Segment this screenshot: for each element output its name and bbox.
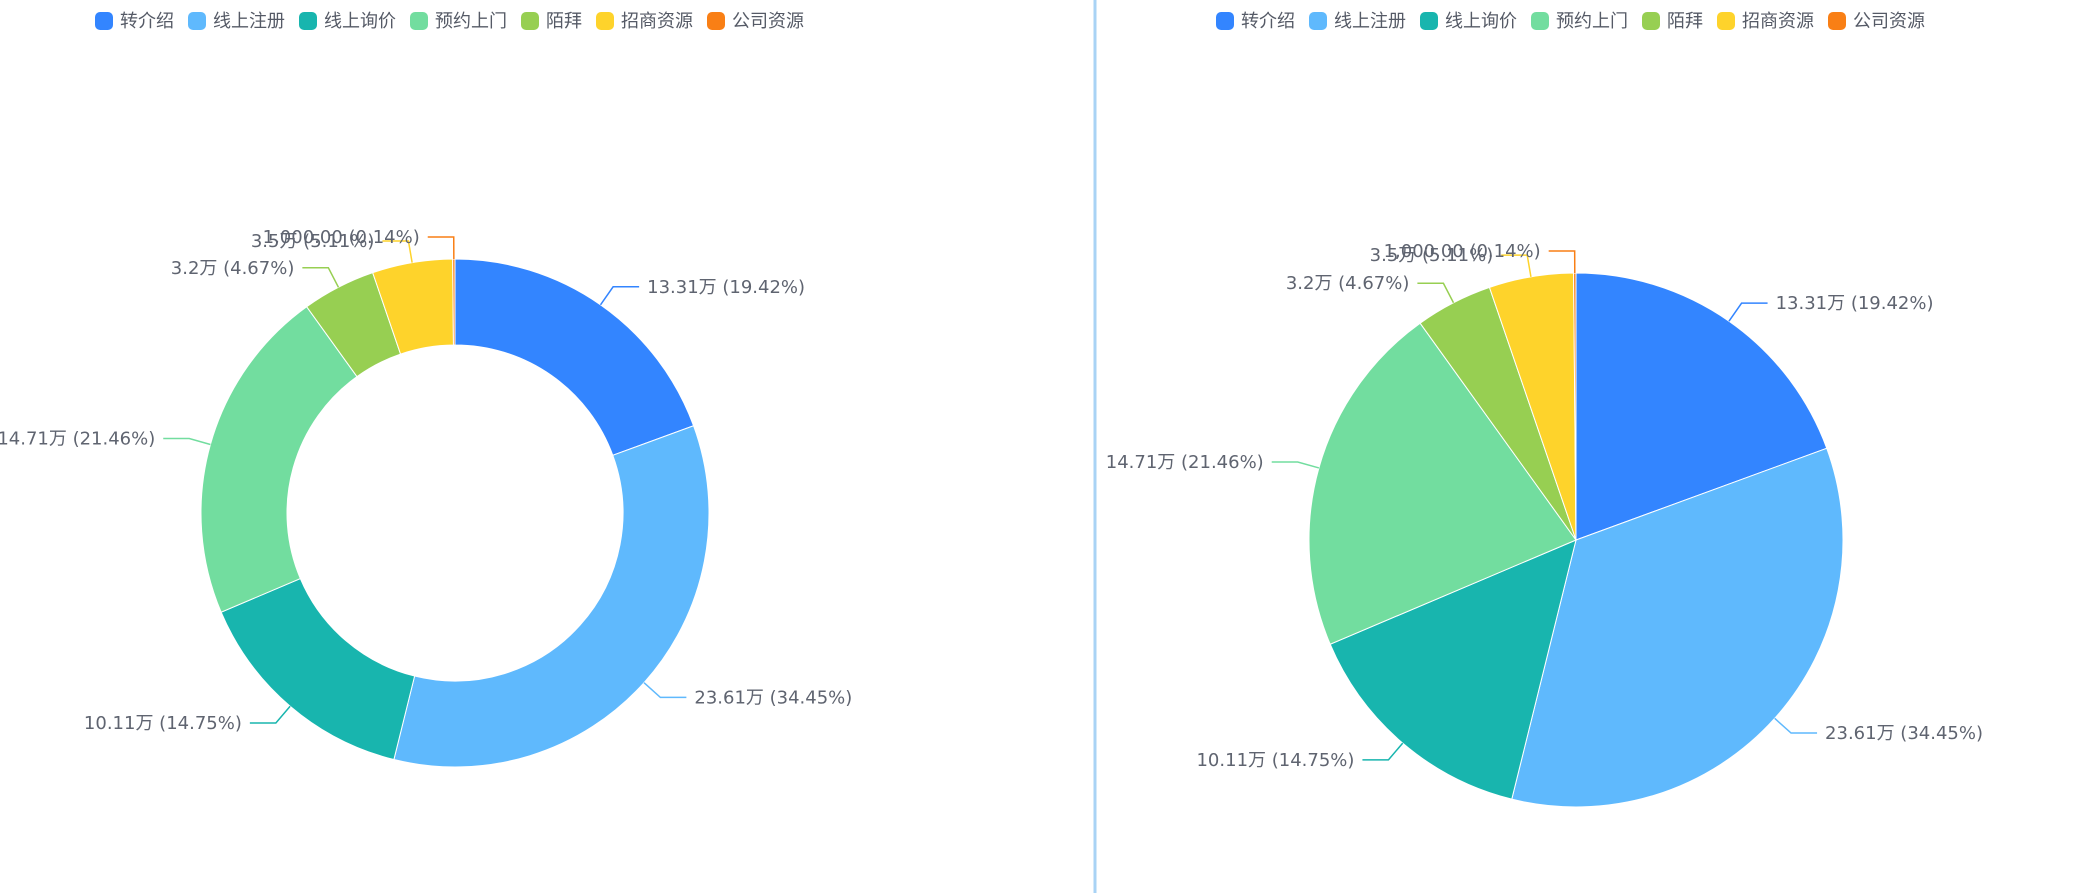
pie-slice-online-registration[interactable] [1511,447,1844,808]
pie-chart-panel: 转介绍 线上注册 线上询价 预约上门 陌拜 招商资源 公司资源 13.31万 (19.42%… [1106,11,1983,808]
slice-label-online-inquiry: 10.11万 (14.75%) [1196,750,1354,771]
pie-slice-scheduled-visit[interactable] [200,306,358,613]
slice-label-referral: 13.31万 (19.42%) [1776,293,1934,314]
legend-label: 公司资源 [1853,11,1925,32]
slice-label-online-registration: 23.61万 (34.45%) [1825,723,1983,744]
slice-labels: 13.31万 (19.42%) 23.61万 (34.45%) 10.11万 (14… [0,227,852,734]
leader-line-online-inquiry [249,705,291,724]
legend-swatch [521,12,539,30]
legend-swatch [1717,12,1735,30]
leader-line-company-resource [1548,250,1576,274]
leader-line-scheduled-visit [1271,461,1320,469]
legend-swatch [188,12,206,30]
legend: 转介绍 线上注册 线上询价 预约上门 陌拜 招商资源 公司资源 [1216,11,1925,32]
legend-swatch [1420,12,1438,30]
legend-swatch [410,12,428,30]
legend-item-cold-visit[interactable]: 陌拜 [1642,11,1703,32]
legend-label: 招商资源 [621,11,693,32]
label-leaders [163,236,687,724]
legend: 转介绍 线上注册 线上询价 预约上门 陌拜 招商资源 公司资源 [95,11,804,32]
slice-label-investment-resource: 3.5万 (5.11%) [1370,245,1494,266]
pie-slices [200,258,710,768]
pie-slices [1308,272,1844,808]
legend-item-investment-resource[interactable]: 招商资源 [1717,11,1814,32]
legend-item-scheduled-visit[interactable]: 预约上门 [1531,11,1628,32]
leader-line-online-registration [643,682,687,699]
legend-label: 线上注册 [1334,11,1406,32]
slice-labels: 13.31万 (19.42%) 23.61万 (34.45%) 10.11万 (14… [1106,241,1983,771]
legend-swatch [1216,12,1234,30]
slice-label-scheduled-visit: 14.71万 (21.46%) [0,429,155,450]
label-leaders [1271,250,1818,761]
leader-line-investment-resource [1501,254,1532,277]
leader-line-scheduled-visit [163,437,211,446]
legend-label: 转介绍 [120,11,174,32]
legend-swatch [707,12,725,30]
legend-item-cold-visit[interactable]: 陌拜 [521,11,582,32]
legend-label: 招商资源 [1742,11,1814,32]
pie-slice-online-registration[interactable] [393,425,710,768]
legend-item-investment-resource[interactable]: 招商资源 [596,11,693,32]
leader-line-referral [1728,302,1768,322]
pie-slice-referral[interactable] [454,258,695,456]
legend-item-online-inquiry[interactable]: 线上询价 [299,11,396,32]
pie-slice-scheduled-visit[interactable] [1308,322,1577,645]
legend-swatch [1642,12,1660,30]
legend-label: 预约上门 [1556,11,1628,32]
slice-label-company-resource: 1,000.00 (0.14%) [263,227,420,248]
slice-label-investment-resource: 3.5万 (5.11%) [251,231,375,252]
legend-item-referral[interactable]: 转介绍 [1216,11,1295,32]
legend-swatch [1309,12,1327,30]
slice-label-scheduled-visit: 14.71万 (21.46%) [1106,452,1264,473]
legend-label: 转介绍 [1241,11,1295,32]
pie-slice-online-inquiry[interactable] [1329,539,1577,800]
legend-swatch [1828,12,1846,30]
leader-line-investment-resource [382,240,413,263]
leader-line-referral [599,286,640,306]
legend-item-online-inquiry[interactable]: 线上询价 [1420,11,1517,32]
legend-label: 线上注册 [213,11,285,32]
slice-label-online-registration: 23.61万 (34.45%) [694,687,852,708]
slice-label-online-inquiry: 10.11万 (14.75%) [84,713,242,734]
legend-label: 公司资源 [732,11,804,32]
legend-label: 陌拜 [546,11,582,32]
leader-line-online-registration [1774,717,1818,734]
leader-line-cold-visit [302,267,340,288]
legend-item-scheduled-visit[interactable]: 预约上门 [410,11,507,32]
legend-swatch [1531,12,1549,30]
legend-label: 线上询价 [324,11,396,32]
legend-label: 线上询价 [1445,11,1517,32]
legend-swatch [95,12,113,30]
legend-swatch [299,12,317,30]
legend-label: 预约上门 [435,11,507,32]
leader-line-cold-visit [1417,282,1455,304]
legend-item-online-registration[interactable]: 线上注册 [1309,11,1406,32]
legend-label: 陌拜 [1667,11,1703,32]
pie-slice-referral[interactable] [1575,272,1828,541]
slice-label-cold-visit: 3.2万 (4.67%) [1286,273,1410,294]
slice-label-referral: 13.31万 (19.42%) [647,277,805,298]
leader-line-company-resource [427,236,455,260]
legend-item-company-resource[interactable]: 公司资源 [1828,11,1925,32]
pie-slice-online-inquiry[interactable] [220,577,416,761]
legend-item-company-resource[interactable]: 公司资源 [707,11,804,32]
legend-item-referral[interactable]: 转介绍 [95,11,174,32]
legend-item-online-registration[interactable]: 线上注册 [188,11,285,32]
slice-label-company-resource: 1,000.00 (0.14%) [1384,241,1541,262]
leader-line-online-inquiry [1362,742,1404,761]
donut-chart-panel: 转介绍 线上注册 线上询价 预约上门 陌拜 招商资源 公司资源 13.31万 (19.42%… [0,11,852,768]
legend-swatch [596,12,614,30]
pie-slice-company-resource[interactable] [452,258,456,346]
slice-label-cold-visit: 3.2万 (4.67%) [171,258,295,279]
